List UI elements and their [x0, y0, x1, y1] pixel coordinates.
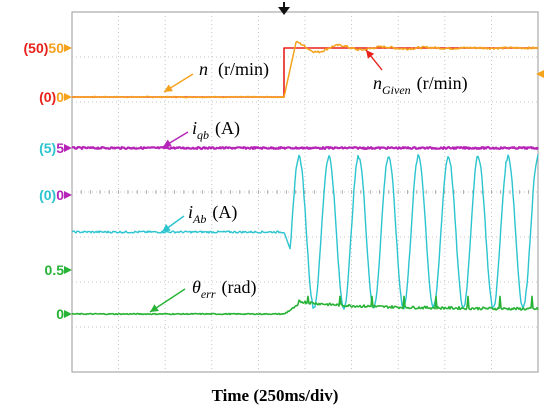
channel-value-label: 0	[56, 306, 64, 322]
annotation-symbol: i	[188, 202, 193, 222]
annotation-label: n (r/min)	[199, 59, 269, 80]
channel-marker-label: (5)5	[39, 140, 64, 156]
annotation-subscript: Given	[382, 83, 411, 97]
annotation-arrow-head	[366, 50, 375, 59]
annotation-symbol: n	[199, 59, 208, 79]
channel-scale-label: (0)	[39, 89, 56, 105]
x-axis-label: Time (250ms/div)	[211, 386, 339, 405]
channel-arrow	[64, 266, 72, 274]
annotation-label: iAb (A)	[188, 202, 237, 226]
channel-arrow	[64, 44, 72, 52]
channel-marker: (0)0	[39, 89, 72, 105]
annotation-label: θerr (rad)	[192, 277, 257, 301]
series-iab	[71, 154, 539, 310]
series-iqb	[71, 146, 539, 150]
annotation-symbol: θ	[192, 277, 201, 297]
channel-arrow	[64, 93, 72, 101]
annotation-n-given: nGiven (r/min)	[365, 49, 468, 97]
right-position-arrow	[536, 70, 544, 78]
annotation-arrow-head	[163, 139, 172, 147]
annotation-symbol: n	[373, 73, 382, 93]
channel-value-label: 0.5	[45, 262, 65, 278]
channel-marker-label: (0)0	[39, 89, 64, 105]
channel-value-label: 0	[56, 89, 64, 105]
channel-scale-label: (50)	[24, 40, 49, 56]
annotation-theta: θerr (rad)	[149, 277, 257, 313]
annotation-arrow-head	[164, 84, 173, 92]
channel-marker-label: (0)0	[39, 187, 64, 203]
channel-marker: (0)0	[39, 187, 72, 203]
annotation-unit: (r/min)	[218, 59, 269, 80]
channel-marker: (50)50	[24, 40, 72, 56]
annotation-label: nGiven (r/min)	[373, 73, 468, 97]
channel-arrow	[64, 310, 72, 318]
channel-scale-label: (0)	[39, 187, 56, 203]
annotation-unit: (rad)	[222, 277, 257, 298]
channel-arrow	[64, 144, 72, 152]
annotation-symbol: i	[192, 118, 197, 138]
channel-marker-label: 0.5	[45, 262, 65, 278]
annotation-unit: (A)	[212, 202, 237, 223]
annotation-arrow-head	[162, 224, 171, 232]
annotation-subscript: err	[201, 287, 216, 301]
annotation-iqb: iqb (A)	[162, 118, 240, 148]
annotation-unit: (A)	[215, 118, 240, 139]
annotation-arrow-head	[150, 304, 159, 312]
channel-marker-label: 0	[56, 306, 64, 322]
annotation-label: iqb (A)	[192, 118, 240, 142]
channel-markers: (50)50(0)0(5)5(0)00.50	[24, 40, 72, 322]
annotation-subscript: qb	[197, 128, 209, 142]
traces	[71, 40, 539, 316]
series-theta	[71, 295, 539, 316]
trigger-arrow	[278, 7, 291, 15]
channel-value-label: 0	[56, 187, 64, 203]
channel-arrow	[64, 191, 72, 199]
channel-marker: 0.5	[45, 262, 72, 278]
annotation-n: n (r/min)	[163, 59, 269, 93]
channel-marker: (5)5	[39, 140, 72, 156]
channel-marker-label: (50)50	[24, 40, 65, 56]
series-n	[71, 40, 539, 99]
channel-scale-label: (5)	[39, 140, 56, 156]
channel-value-label: 5	[56, 140, 64, 156]
annotations: n (r/min)nGiven (r/min)iqb (A)iAb (A)θerr (ra…	[149, 49, 468, 313]
annotation-subscript: Ab	[192, 212, 206, 226]
annotation-unit: (r/min)	[417, 73, 468, 94]
trigger-marker	[278, 2, 544, 78]
grid	[71, 11, 539, 373]
channel-marker: 0	[56, 306, 72, 322]
channel-value-label: 50	[48, 40, 64, 56]
annotation-iab: iAb (A)	[161, 202, 237, 233]
